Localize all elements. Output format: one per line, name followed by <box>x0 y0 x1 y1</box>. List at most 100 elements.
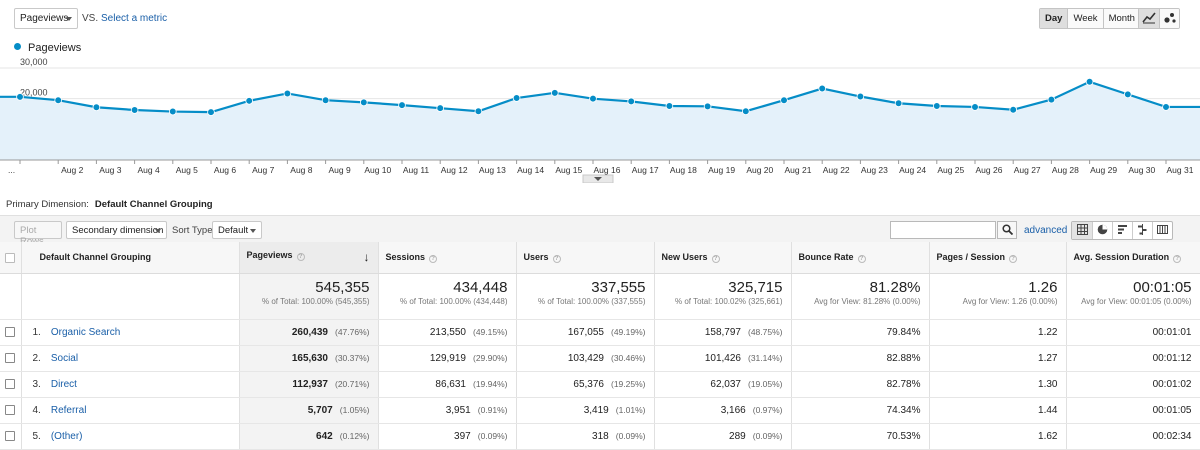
pageviews-value: 260,439 <box>291 326 328 338</box>
row-checkbox[interactable] <box>5 378 16 389</box>
x-tick-label: Aug 24 <box>899 165 926 175</box>
avg-duration-cell: 00:01:01 <box>1066 319 1200 346</box>
select-metric-link[interactable]: Select a metric <box>101 13 168 24</box>
primary-dimension-label: Primary Dimension: <box>6 199 89 210</box>
pageviews-value: 165,630 <box>291 352 328 364</box>
pie-view-icon[interactable] <box>1092 222 1112 239</box>
total-sub: % of Total: 100.00% (337,555) <box>538 296 646 306</box>
week-button[interactable]: Week <box>1067 9 1103 28</box>
x-tick-label: Aug 15 <box>555 165 582 175</box>
help-icon[interactable]: ? <box>296 253 305 262</box>
channel-link[interactable]: Referral <box>50 404 87 416</box>
total-sub: Avg for View: 1.26 (0.00%) <box>962 296 1058 306</box>
pageviews-pct: (47.76%) <box>335 326 370 337</box>
data-point <box>703 102 712 111</box>
pages-session-cell: 1.22 <box>929 319 1067 346</box>
column-header-bounce-rate[interactable]: Bounce Rate? <box>791 242 930 274</box>
x-tick-label: Aug 21 <box>785 165 812 175</box>
column-header-new-users[interactable]: New Users? <box>654 242 792 274</box>
users-pct: (19.25%) <box>611 378 646 389</box>
plot-rows-button[interactable]: Plot Rows <box>14 221 62 247</box>
row-checkbox[interactable] <box>5 430 16 441</box>
users-value: 167,055 <box>567 326 604 338</box>
table-view-icon[interactable] <box>1072 222 1092 239</box>
total-value: 545,355 <box>315 278 370 296</box>
select-all-checkbox[interactable] <box>5 252 16 263</box>
column-header-label: New Users <box>661 251 708 262</box>
pages-session-cell: 1.30 <box>929 371 1067 398</box>
pageviews-cell: 112,937 (20.71%) <box>239 371 379 398</box>
row-checkbox-cell <box>0 397 22 424</box>
users-value: 318 <box>592 430 609 442</box>
month-button[interactable]: Month <box>1102 9 1140 28</box>
users-cell: 167,055 (49.19%) <box>516 319 655 346</box>
column-header-label: Sessions <box>385 251 426 262</box>
row-checkbox[interactable] <box>5 404 16 415</box>
users-value: 103,429 <box>567 352 604 364</box>
row-checkbox-cell <box>0 345 22 372</box>
new-users-value: 158,797 <box>704 326 741 338</box>
x-tick-label: Aug 8 <box>290 165 312 175</box>
performance-view-icon[interactable] <box>1112 222 1132 239</box>
motion-chart-icon[interactable] <box>1159 9 1179 28</box>
sessions-cell: 86,631 (19.94%) <box>378 371 517 398</box>
bounce-rate-cell: 70.53% <box>791 423 930 450</box>
pivot-view-icon[interactable] <box>1152 222 1172 239</box>
sessions-pct: (0.09%) <box>477 430 508 441</box>
channel-link[interactable]: Organic Search <box>50 326 121 338</box>
bounce-rate-cell: 82.78% <box>791 371 930 398</box>
new-users-cell: 101,426 (31.14%) <box>654 345 792 372</box>
x-tick-label: Aug 30 <box>1128 165 1155 175</box>
x-tick-label: Aug 13 <box>479 165 506 175</box>
new-users-cell: 289 (0.09%) <box>654 423 792 450</box>
help-icon[interactable]: ? <box>1173 254 1182 263</box>
line-chart-icon[interactable] <box>1139 9 1159 28</box>
column-header-channel[interactable]: Default Channel Grouping <box>21 242 240 274</box>
advanced-link[interactable]: advanced <box>1024 225 1068 236</box>
column-header-avg-duration[interactable]: Avg. Session Duration? <box>1066 242 1200 274</box>
chart-type-group <box>1138 8 1180 29</box>
total-sub: Avg for View: 00:01:05 (0.00%) <box>1081 296 1192 306</box>
row-checkbox[interactable] <box>5 352 16 363</box>
metric-select[interactable]: Pageviews <box>14 8 78 29</box>
avg-duration-cell: 00:02:34 <box>1066 423 1200 450</box>
search-button[interactable] <box>997 221 1017 239</box>
sort-type-select[interactable]: Default <box>212 221 262 239</box>
pageviews-cell: 260,439 (47.76%) <box>239 319 379 346</box>
column-header-pageviews[interactable]: Pageviews? ↓ <box>239 242 379 274</box>
help-icon[interactable]: ? <box>1009 254 1018 263</box>
x-tick-label: Aug 20 <box>746 165 773 175</box>
granularity-group: Day Week Month <box>1039 8 1141 29</box>
data-point <box>1085 77 1094 86</box>
data-point <box>627 97 635 106</box>
help-icon[interactable]: ? <box>552 254 561 263</box>
help-icon[interactable]: ? <box>429 254 438 263</box>
table-toolbar: Plot Rows Secondary dimension Sort Type:… <box>0 215 1200 247</box>
column-header-pages-session[interactable]: Pages / Session? <box>929 242 1067 274</box>
secondary-dimension-select[interactable]: Secondary dimension <box>66 221 167 239</box>
channel-link[interactable]: Social <box>50 352 79 364</box>
table-header-row: Default Channel Grouping Pageviews? ↓ Ses… <box>0 242 1200 274</box>
x-tick-label: ... <box>8 165 15 175</box>
channel-link[interactable]: (Other) <box>50 430 83 442</box>
data-point <box>741 107 750 116</box>
column-header-users[interactable]: Users? <box>516 242 655 274</box>
bounce-rate-cell: 74.34% <box>791 397 930 424</box>
help-icon[interactable]: ? <box>711 254 720 263</box>
new-users-cell: 3,166 (0.97%) <box>654 397 792 424</box>
help-icon[interactable]: ? <box>857 254 866 263</box>
total-value: 434,448 <box>453 278 508 296</box>
column-header-sessions[interactable]: Sessions? <box>378 242 517 274</box>
channel-link[interactable]: Direct <box>50 378 77 390</box>
comparison-view-icon[interactable] <box>1132 222 1152 239</box>
data-point <box>474 107 483 116</box>
sort-type-value: Default <box>218 225 249 236</box>
primary-dimension-value[interactable]: Default Channel Grouping <box>94 199 213 210</box>
day-button[interactable]: Day <box>1040 9 1068 28</box>
search-input[interactable] <box>890 221 996 239</box>
row-checkbox[interactable] <box>5 326 16 337</box>
new-users-pct: (31.14%) <box>748 352 783 363</box>
column-header-label: Users <box>523 251 549 262</box>
x-tick-label: Aug 14 <box>517 165 544 175</box>
